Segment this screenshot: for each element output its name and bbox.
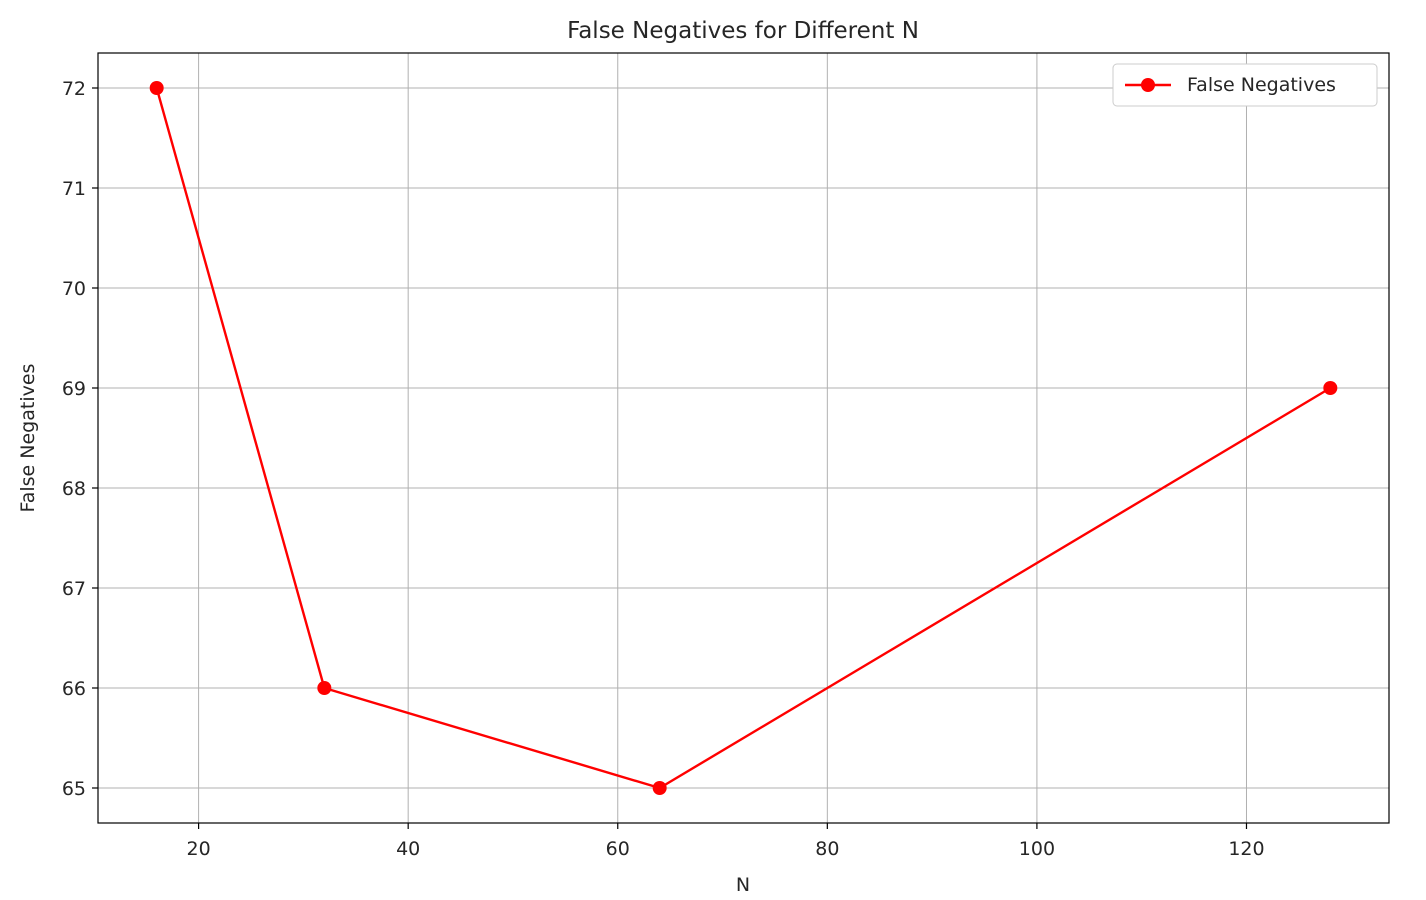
x-axis-label: N: [736, 874, 750, 896]
y-tick-label: 67: [62, 578, 86, 600]
x-tick-label: 120: [1228, 838, 1264, 860]
y-axis: 65 66 67 68 69 70 71 72: [62, 78, 98, 800]
data-point: [1323, 381, 1338, 395]
y-tick-label: 68: [62, 478, 86, 500]
x-tick-label: 100: [1019, 838, 1055, 860]
x-tick-label: 20: [187, 838, 211, 860]
x-axis: 20 40 60 80 100 120: [187, 823, 1265, 860]
legend: False Negatives: [1112, 63, 1378, 107]
data-point: [149, 81, 164, 95]
y-axis-label: False Negatives: [17, 364, 39, 513]
data-point: [317, 681, 332, 695]
data-point: [652, 781, 667, 795]
x-tick-label: 80: [815, 838, 839, 860]
y-tick-label: 66: [62, 678, 86, 700]
legend-box: [1112, 63, 1378, 107]
x-tick-label: 60: [606, 838, 630, 860]
chart-title: False Negatives for Different N: [567, 18, 919, 44]
series-line: [155, 87, 1331, 790]
legend-marker-sample: [1141, 78, 1155, 92]
y-tick-label: 70: [62, 278, 86, 300]
plot-area-frame: [97, 52, 1390, 824]
y-tick-label: 65: [62, 778, 86, 800]
y-tick-label: 72: [62, 78, 86, 100]
series-layer: [149, 81, 1338, 795]
legend-label: False Negatives: [1187, 74, 1336, 96]
y-tick-label: 71: [62, 178, 86, 200]
x-tick-label: 40: [396, 838, 420, 860]
y-tick-label: 69: [62, 378, 86, 400]
